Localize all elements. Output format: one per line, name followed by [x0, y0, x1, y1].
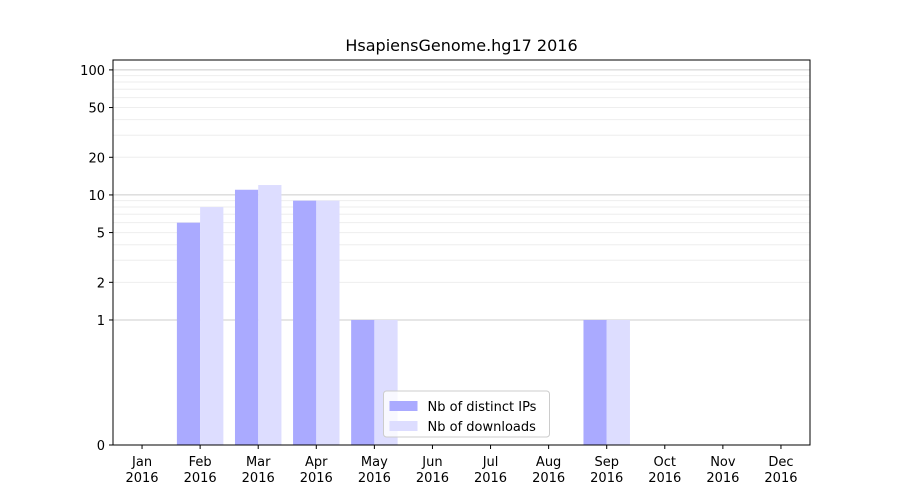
y-tick-label: 10 — [88, 189, 105, 204]
bar-distinct-ips — [176, 222, 201, 445]
bar-downloads — [316, 200, 340, 445]
x-tick-label-year: 2016 — [648, 471, 681, 486]
grid-lines — [113, 69, 810, 321]
x-tick-label-month: Dec — [768, 455, 793, 470]
x-tick-label-year: 2016 — [242, 471, 275, 486]
x-tick-label-year: 2016 — [532, 471, 565, 486]
x-tick-label-year: 2016 — [474, 471, 507, 486]
y-tick-label: 50 — [88, 102, 105, 117]
x-tick-label-month: Apr — [305, 455, 328, 470]
bar-downloads — [606, 319, 630, 445]
x-tick-label-year: 2016 — [416, 471, 449, 486]
x-tick-label-month: Jan — [131, 455, 152, 470]
x-tick-label-month: Feb — [189, 455, 212, 470]
x-tick-label-year: 2016 — [184, 471, 217, 486]
x-tick-label-month: May — [361, 455, 388, 470]
x-tick-label-month: Oct — [654, 455, 676, 470]
x-axis: Jan2016Feb2016Mar2016Apr2016May2016Jun20… — [125, 445, 798, 486]
y-tick-label: 20 — [88, 151, 105, 166]
x-tick-label-year: 2016 — [706, 471, 739, 486]
x-tick-label-month: Jul — [482, 455, 499, 470]
y-tick-label: 2 — [97, 276, 105, 291]
x-tick-label-year: 2016 — [764, 471, 797, 486]
x-tick-label-year: 2016 — [300, 471, 333, 486]
legend-label: Nb of downloads — [428, 420, 537, 435]
y-tick-label: 100 — [80, 64, 105, 79]
x-tick-label-year: 2016 — [125, 471, 158, 486]
legend-swatch — [389, 421, 418, 431]
y-axis: 0 1 2 5 10 20 50 100 — [80, 64, 113, 454]
bar-distinct-ips — [234, 189, 259, 445]
bar-distinct-ips — [583, 319, 607, 445]
bar-distinct-ips — [351, 319, 375, 445]
x-tick-label-month: Aug — [536, 455, 561, 470]
legend-swatch — [389, 401, 418, 411]
x-tick-label-year: 2016 — [590, 471, 623, 486]
bar-downloads — [200, 207, 224, 445]
bar-downloads — [258, 185, 282, 445]
x-tick-label-year: 2016 — [358, 471, 391, 486]
x-tick-label-month: Sep — [594, 455, 619, 470]
legend-label: Nb of distinct IPs — [428, 400, 537, 415]
bar-distinct-ips — [293, 200, 317, 445]
y-tick-label: 1 — [97, 314, 105, 329]
legend: Nb of distinct IPs Nb of downloads — [383, 390, 550, 438]
plot-frame — [112, 59, 811, 446]
chart-title: HsapiensGenome.hg17 2016 — [345, 36, 577, 55]
y-tick-label: 5 — [97, 227, 105, 242]
x-tick-label-month: Mar — [246, 455, 271, 470]
bars — [176, 185, 630, 445]
legend-box — [383, 390, 550, 438]
x-tick-label-month: Jun — [421, 455, 442, 470]
x-tick-label-month: Nov — [710, 455, 736, 470]
y-tick-label: 0 — [97, 439, 105, 454]
